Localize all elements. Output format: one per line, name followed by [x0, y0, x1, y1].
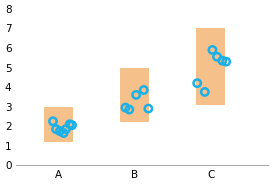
Point [64, 128, 68, 131]
Point [220, 59, 225, 62]
Point [146, 107, 150, 110]
Point [127, 108, 132, 111]
Point [123, 106, 128, 109]
Point [51, 120, 55, 123]
Bar [120, 68, 149, 122]
Point [134, 93, 138, 96]
Point [210, 48, 215, 51]
Bar [196, 28, 225, 105]
Point [54, 128, 58, 131]
Point [61, 132, 66, 134]
Point [58, 130, 62, 132]
Point [224, 60, 228, 63]
Point [142, 88, 146, 91]
Point [215, 55, 219, 58]
Point [195, 82, 199, 85]
Point [70, 124, 74, 127]
Point [68, 123, 72, 126]
Bar [44, 107, 73, 142]
Point [203, 90, 207, 93]
